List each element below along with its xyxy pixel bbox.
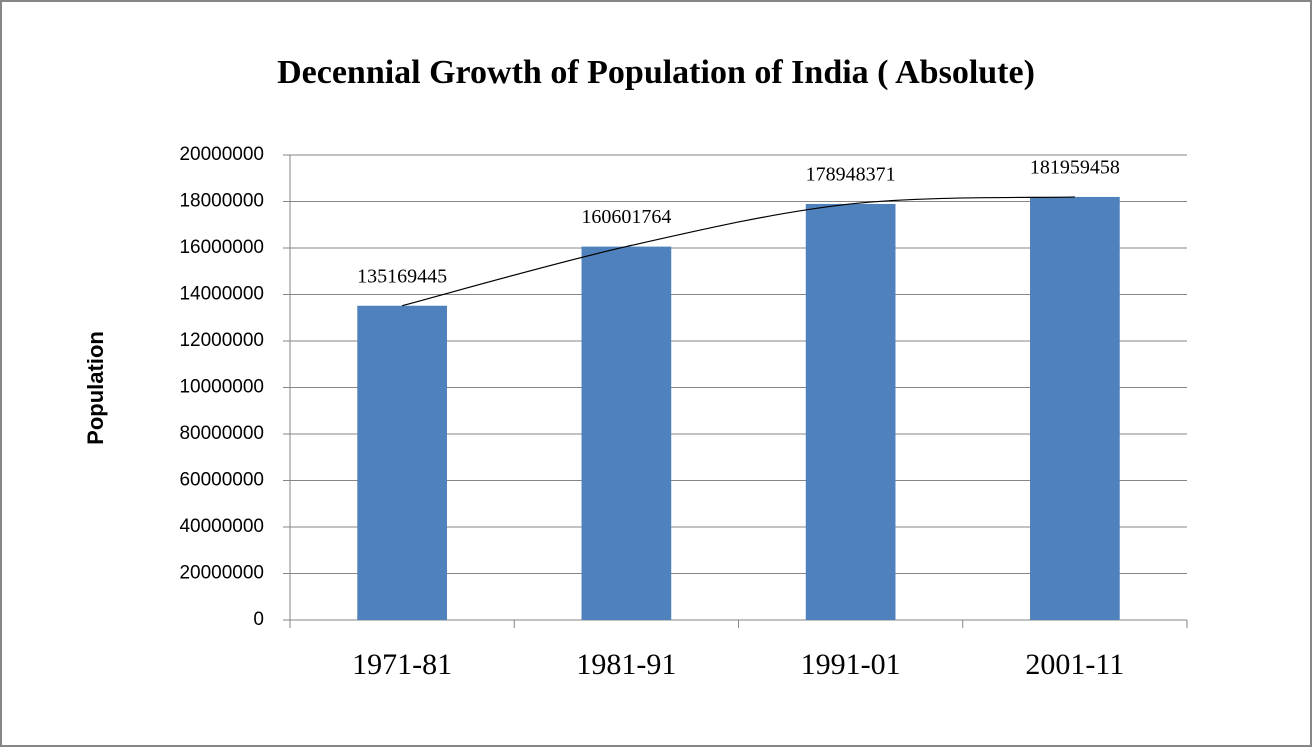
y-tick-label: 20000000 bbox=[179, 563, 264, 584]
y-tick-label: 14000000 bbox=[179, 284, 264, 305]
x-tick-label: 1981-91 bbox=[576, 648, 676, 681]
trend-line bbox=[401, 196, 1075, 307]
y-tick-label: 80000000 bbox=[179, 423, 264, 444]
y-axis-label: Population bbox=[83, 331, 108, 445]
bar bbox=[581, 246, 672, 620]
y-tick-label: 12000000 bbox=[179, 330, 264, 351]
data-label: 160601764 bbox=[581, 206, 671, 228]
x-tick-label: 1971-81 bbox=[352, 648, 452, 681]
y-tick-label: 16000000 bbox=[179, 237, 264, 258]
bar bbox=[1030, 196, 1120, 620]
chart-title: Decennial Growth of Population of India … bbox=[277, 54, 1035, 91]
y-tick-label: 0 bbox=[253, 609, 264, 630]
y-tick-label: 18000000 bbox=[179, 191, 264, 212]
bar bbox=[357, 305, 447, 620]
data-label: 178948371 bbox=[806, 164, 896, 186]
bar bbox=[805, 203, 896, 620]
y-tick-label: 60000000 bbox=[179, 470, 264, 491]
y-tick-label: 20000000 bbox=[179, 144, 264, 165]
x-tick-label: 1991-01 bbox=[801, 648, 901, 681]
y-tick-label: 40000000 bbox=[179, 516, 264, 537]
data-label: 181959458 bbox=[1030, 157, 1120, 179]
data-label: 135169445 bbox=[357, 265, 447, 287]
x-tick-label: 2001-11 bbox=[1025, 648, 1124, 681]
y-tick-label: 10000000 bbox=[179, 377, 264, 398]
